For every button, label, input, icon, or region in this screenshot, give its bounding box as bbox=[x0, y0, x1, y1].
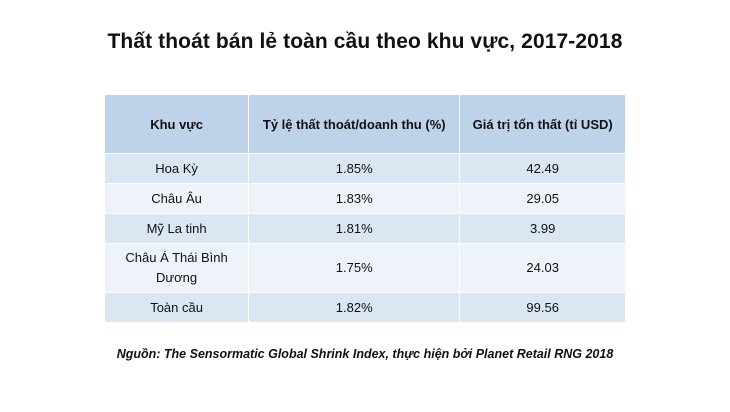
table-row: Mỹ La tinh 1.81% 3.99 bbox=[105, 213, 625, 244]
table-row: Châu Á Thái Bình Dương 1.75% 24.03 bbox=[105, 243, 625, 293]
cell-rate: 1.83% bbox=[248, 183, 461, 214]
table-row: Toàn cầu 1.82% 99.56 bbox=[105, 292, 625, 322]
cell-value: 99.56 bbox=[459, 292, 625, 322]
table-row: Châu Âu 1.83% 29.05 bbox=[105, 183, 625, 214]
cell-value: 24.03 bbox=[459, 243, 625, 293]
cell-region: Hoa Kỳ bbox=[105, 153, 250, 184]
shrink-table: Khu vực Tỷ lệ thất thoát/doanh thu (%) G… bbox=[105, 95, 625, 322]
source-note: Nguồn: The Sensormatic Global Shrink Ind… bbox=[116, 347, 614, 361]
cell-rate: 1.82% bbox=[248, 292, 461, 322]
cell-region: Toàn cầu bbox=[105, 292, 250, 322]
cell-rate: 1.75% bbox=[248, 243, 461, 293]
table-row: Hoa Kỳ 1.85% 42.49 bbox=[105, 153, 625, 184]
slide-title: Thất thoát bán lẻ toàn cầu theo khu vực,… bbox=[107, 30, 623, 53]
cell-region: Châu Á Thái Bình Dương bbox=[105, 243, 250, 293]
cell-region: Mỹ La tinh bbox=[105, 213, 250, 244]
cell-region: Châu Âu bbox=[105, 183, 250, 214]
cell-value: 42.49 bbox=[459, 153, 625, 184]
cell-rate: 1.85% bbox=[248, 153, 461, 184]
cell-rate: 1.81% bbox=[248, 213, 461, 244]
header-region: Khu vực bbox=[105, 95, 250, 154]
header-rate: Tỷ lệ thất thoát/doanh thu (%) bbox=[248, 95, 461, 154]
header-value: Giá trị tổn thất (tỉ USD) bbox=[459, 95, 625, 154]
cell-value: 3.99 bbox=[459, 213, 625, 244]
table-header-row: Khu vực Tỷ lệ thất thoát/doanh thu (%) G… bbox=[105, 95, 625, 154]
cell-value: 29.05 bbox=[459, 183, 625, 214]
